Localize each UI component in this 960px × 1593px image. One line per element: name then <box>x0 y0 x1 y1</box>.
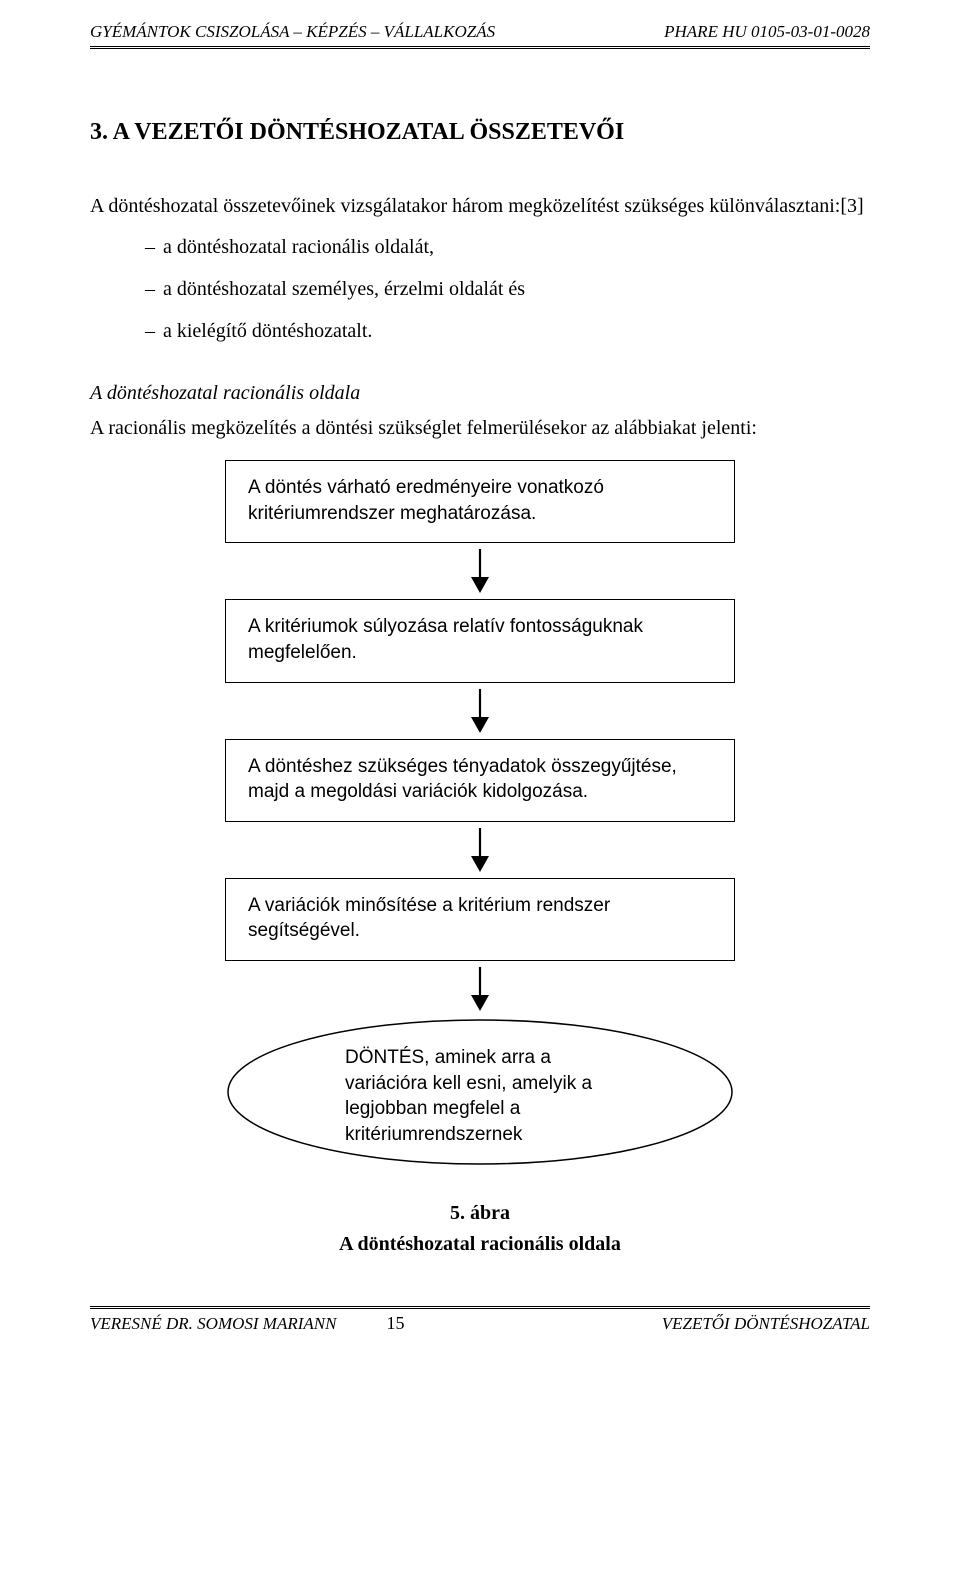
list-item-text: a kielégítő döntéshozatalt. <box>163 320 372 342</box>
list-item: –a döntéshozatal személyes, érzelmi olda… <box>145 268 870 310</box>
dash-icon: – <box>145 226 163 268</box>
arrow-down-icon <box>466 967 494 1011</box>
flowchart-terminal-text: DÖNTÉS, aminek arra a variációra kell es… <box>345 1045 635 1148</box>
list-item-text: a döntéshozatal racionális oldalát, <box>163 236 434 258</box>
flowchart-step-2: A kritériumok súlyozása relatív fontossá… <box>225 599 735 682</box>
italic-subheading: A döntéshozatal racionális oldala <box>90 382 870 405</box>
arrow-down-icon <box>466 549 494 593</box>
page-footer: VERESNÉ DR. SOMOSI MARIANN 15 VEZETŐI DÖ… <box>90 1309 870 1352</box>
dash-icon: – <box>145 268 163 310</box>
arrow-down-icon <box>466 689 494 733</box>
list-item: –a kielégítő döntéshozatalt. <box>145 310 870 352</box>
page-header: GYÉMÁNTOK CSISZOLÁSA – KÉPZÉS – VÁLLALKO… <box>90 0 870 46</box>
terminal-line: variációra kell esni, amelyik a <box>345 1073 592 1094</box>
bullet-list: –a döntéshozatal racionális oldalát, –a … <box>90 226 870 352</box>
list-item: –a döntéshozatal racionális oldalát, <box>145 226 870 268</box>
list-item-text: a döntéshozatal személyes, érzelmi oldal… <box>163 278 525 300</box>
section-title: 3. A VEZETŐI DÖNTÉSHOZATAL ÖSSZETEVŐI <box>90 119 870 146</box>
figure-caption: A döntéshozatal racionális oldala <box>90 1233 870 1256</box>
terminal-line: DÖNTÉS, aminek arra a <box>345 1047 551 1068</box>
page: GYÉMÁNTOK CSISZOLÁSA – KÉPZÉS – VÁLLALKO… <box>0 0 960 1593</box>
terminal-line: legjobban megfelel a <box>345 1098 520 1119</box>
header-rule <box>90 46 870 49</box>
flowchart-terminal: DÖNTÉS, aminek arra a variációra kell es… <box>225 1017 735 1167</box>
intro-paragraph: A döntéshozatal összetevőinek vizsgálata… <box>90 186 870 226</box>
lead-in-text: A racionális megközelítés a döntési szük… <box>90 417 870 440</box>
header-right: PHARE HU 0105-03-01-0028 <box>664 22 870 42</box>
flowchart: A döntés várható eredményeire vonatkozó … <box>90 460 870 1167</box>
footer-right: VEZETŐI DÖNTÉSHOZATAL <box>662 1314 870 1334</box>
page-number: 15 <box>336 1313 404 1334</box>
figure-label: 5. ábra <box>90 1202 870 1225</box>
header-left: GYÉMÁNTOK CSISZOLÁSA – KÉPZÉS – VÁLLALKO… <box>90 22 495 42</box>
terminal-line: kritériumrendszernek <box>345 1124 522 1145</box>
arrow-down-icon <box>466 828 494 872</box>
flowchart-step-3: A döntéshez szükséges tényadatok összegy… <box>225 739 735 822</box>
flowchart-step-4: A variációk minősítése a kritérium rends… <box>225 878 735 961</box>
flowchart-step-1: A döntés várható eredményeire vonatkozó … <box>225 460 735 543</box>
dash-icon: – <box>145 310 163 352</box>
footer-left: VERESNÉ DR. SOMOSI MARIANN <box>90 1314 336 1334</box>
